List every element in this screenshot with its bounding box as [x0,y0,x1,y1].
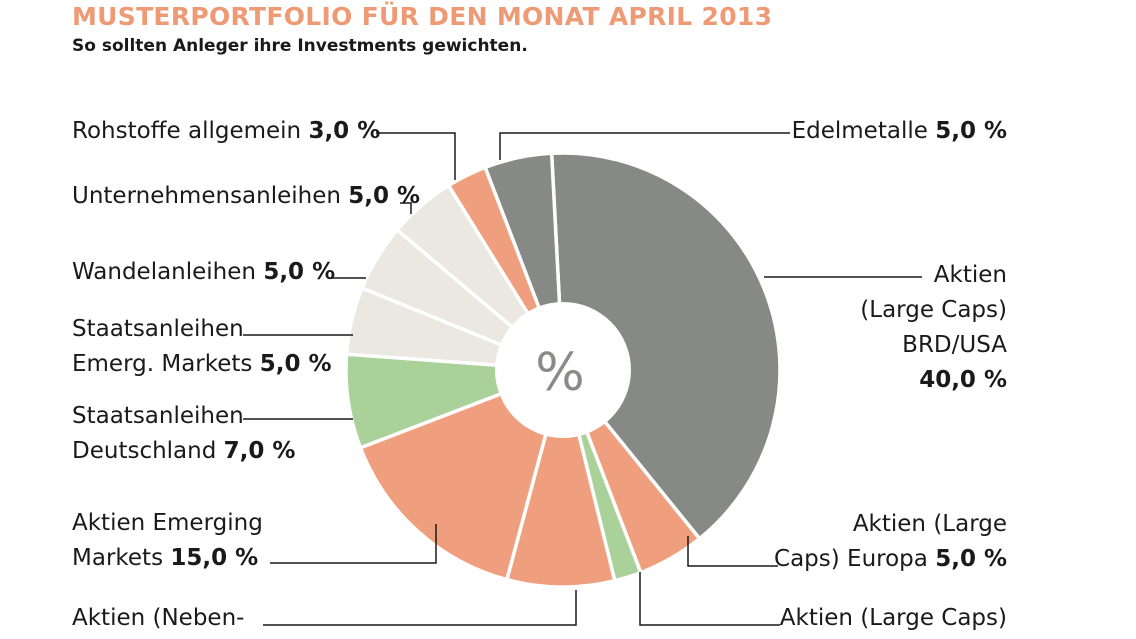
slice-value-1: 40,0 % [919,367,1007,393]
slice-label-3: Aktien (Large Caps) [780,605,1007,631]
slice-value-2: 5,0 % [935,546,1007,572]
leader-line-4 [263,590,577,626]
chart-title: MUSTERPORTFOLIO FÜR DEN MONAT APRIL 2013 [72,2,773,31]
slice-label-2: Aktien (Large Caps) Europa 5,0 % [774,511,1007,572]
slice-label-6: Staatsanleihen Deutschland 7,0 % [72,403,295,464]
leader-line-group [243,132,922,626]
slice-5 [358,368,565,582]
slice-label-10: Rohstoffe allgemein 3,0 % [72,118,380,144]
leader-line-11 [499,132,790,160]
slice-label-7: Staatsanleihen Emerg. Markets 5,0 % [72,316,332,377]
slice-label-9: Unternehmensanleihen 5,0 % [72,183,420,209]
slice-value-5: 15,0 % [170,545,258,571]
donut-hole [495,302,631,438]
slice-label-5: Aktien Emerging Markets 15,0 % [72,510,263,571]
slice-label-8: Wandelanleihen 5,0 % [72,259,335,285]
slice-value-8: 5,0 % [263,259,335,285]
center-label: % [535,343,584,403]
slice-value-10: 3,0 % [308,118,380,144]
leader-line-10 [376,132,456,180]
slice-value-6: 7,0 % [224,438,296,464]
slice-label-4: Aktien (Neben- [72,605,244,631]
slice-1 [549,151,782,541]
slice-label-11: Edelmetalle 5,0 % [792,118,1007,144]
slice-value-9: 5,0 % [348,183,420,209]
slice-value-7: 5,0 % [260,351,332,377]
slice-4 [505,368,617,589]
leader-line-3 [639,572,780,626]
slice-label-1: Aktien (Large Caps) BRD/USA 40,0 % [860,262,1007,393]
chart-subtitle: So sollten Anleger ihre Investments gewi… [72,36,528,56]
leader-line-5 [270,524,437,564]
leader-line-2 [687,536,778,567]
label-group: Aktien (Large Caps) BRD/USA 40,0 % Aktien (L… [72,118,1007,631]
leader-line-9 [400,202,412,214]
slice-value-11: 5,0 % [935,118,1007,144]
